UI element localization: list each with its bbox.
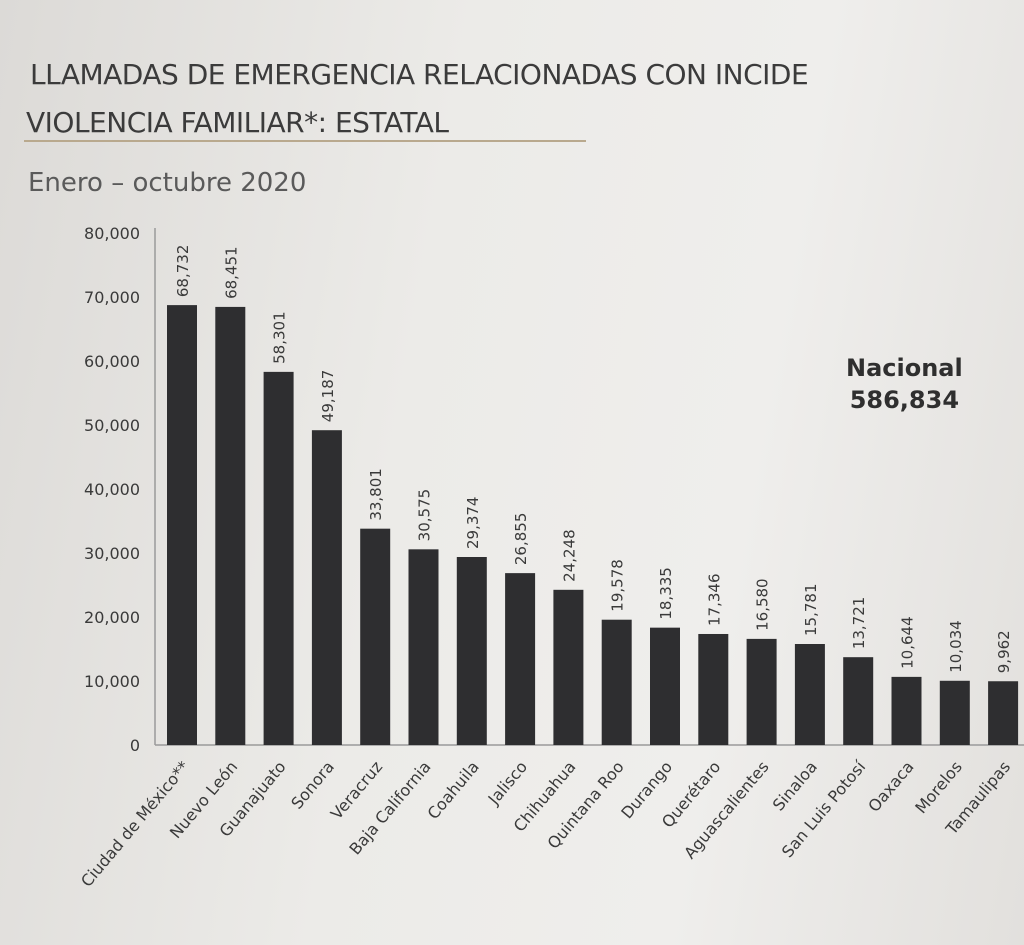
y-tick-label: 60,000 [84, 352, 140, 371]
bar [311, 430, 342, 745]
bar [408, 549, 439, 745]
data-label: 49,187 [319, 370, 337, 423]
title-underline [24, 140, 586, 142]
bar [939, 680, 970, 745]
national-label: Nacional [846, 354, 963, 382]
national-value: 586,834 [849, 386, 960, 414]
data-label: 24,248 [560, 529, 578, 582]
data-label: 13,721 [850, 597, 868, 650]
bar [746, 638, 777, 745]
data-label: 10,034 [947, 620, 965, 673]
y-tick-label: 40,000 [84, 480, 140, 499]
national-total: Nacional 586,834 [846, 352, 963, 416]
data-label: 30,575 [416, 489, 434, 542]
x-tick-label: San Luis Potosí [778, 757, 870, 861]
data-label: 16,580 [754, 578, 772, 631]
x-tick-label: Aguascalientes [680, 757, 773, 862]
y-tick-label: 20,000 [84, 608, 140, 627]
chart-title-line1: LLAMADAS DE EMERGENCIA RELACIONADAS CON … [30, 58, 809, 91]
data-label: 19,578 [609, 559, 627, 612]
x-tick-label: Jalisco [484, 757, 532, 809]
bar [263, 371, 294, 745]
data-label: 29,374 [464, 497, 482, 550]
data-label: 26,855 [512, 513, 530, 566]
data-label: 68,451 [222, 246, 240, 299]
data-label: 17,346 [705, 573, 723, 626]
data-label: 10,644 [899, 616, 917, 669]
chart-subtitle: Enero – octubre 2020 [28, 168, 307, 198]
y-tick-label: 50,000 [84, 416, 140, 435]
data-label: 68,732 [174, 245, 192, 298]
data-label: 58,301 [271, 311, 289, 364]
bar [215, 306, 246, 745]
bar [650, 627, 680, 745]
bar [988, 681, 1019, 745]
data-label: 18,335 [657, 567, 675, 620]
bar [167, 305, 197, 745]
data-label: 33,801 [367, 468, 385, 521]
bar [360, 528, 391, 745]
y-tick-label: 30,000 [84, 544, 140, 563]
y-tick-label: 80,000 [84, 224, 140, 243]
bar [456, 557, 487, 745]
bar [601, 619, 632, 745]
x-tick-label: Oaxaca [864, 757, 917, 815]
x-tick-label: Sonora [287, 757, 338, 812]
data-label: 15,781 [802, 584, 820, 637]
chart-title-line2: VIOLENCIA FAMILIAR*: ESTATAL [26, 106, 449, 139]
y-tick-label: 10,000 [84, 672, 140, 691]
bar [698, 633, 729, 745]
y-tick-label: 0 [130, 736, 140, 755]
y-tick-label: 70,000 [84, 288, 140, 307]
data-label: 9,962 [995, 630, 1013, 673]
bar [553, 589, 584, 745]
x-tick-label: Coahuila [423, 757, 482, 823]
bar [505, 573, 536, 745]
bar [794, 644, 825, 745]
bar [891, 676, 922, 745]
bar [843, 657, 874, 745]
